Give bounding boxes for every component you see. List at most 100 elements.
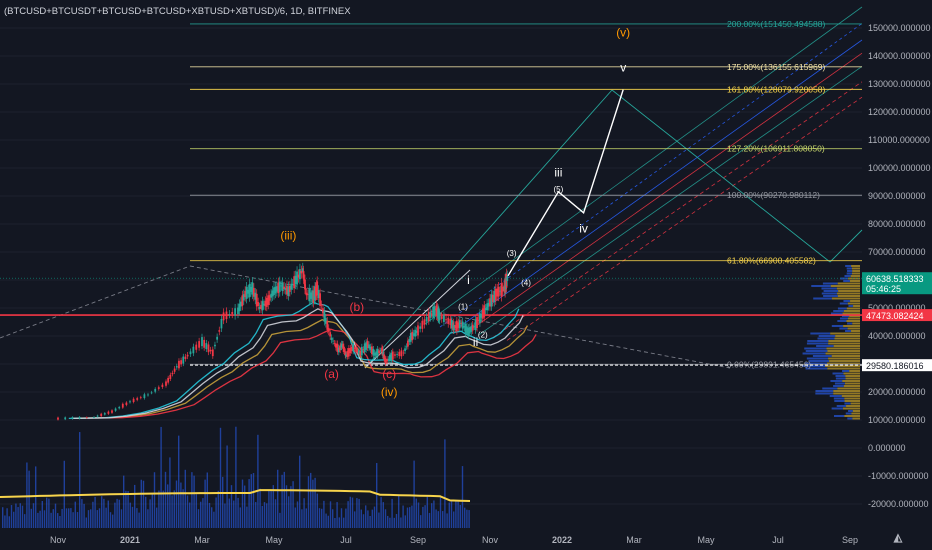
volume-profile-bar: [845, 377, 860, 380]
volume-bar: [85, 517, 87, 528]
candle-body: [375, 351, 378, 356]
volume-bar: [145, 496, 147, 528]
volume-bar: [261, 505, 263, 528]
fib-level-label: 61.80%(66900.405582): [727, 256, 816, 266]
volume-profile-bar: [850, 300, 860, 302]
wave-label: (iii): [280, 228, 296, 242]
volume-bar: [354, 511, 356, 528]
volume-profile-bar: [844, 382, 860, 385]
candle-body: [57, 417, 59, 420]
x-tick-label: Sep: [842, 535, 858, 545]
current-price-tag: 60638.518333: [866, 274, 924, 284]
candle-body: [362, 349, 365, 351]
volume-bar: [433, 500, 435, 528]
volume-bar: [191, 472, 193, 528]
wave-label: ii: [473, 335, 478, 349]
trend-line: [0, 265, 191, 339]
volume-bar: [290, 486, 292, 528]
volume-bar: [129, 502, 131, 528]
candle-body: [322, 308, 324, 314]
volume-bar: [211, 507, 213, 528]
channel-line: [454, 39, 863, 331]
volume-profile-bar: [833, 345, 860, 347]
candle-body: [309, 292, 312, 299]
volume-profile-bar: [851, 412, 860, 415]
candle-body: [407, 340, 409, 347]
volume-profile-bar: [835, 335, 860, 337]
volume-bar: [134, 484, 136, 528]
volume-profile-bar: [804, 347, 827, 350]
volume-profile-bar: [825, 352, 860, 355]
volume-bar: [26, 462, 28, 528]
candle-body: [173, 368, 176, 372]
volume-profile-bar: [830, 312, 843, 315]
moving-average-line: [86, 328, 537, 419]
volume-bar: [257, 434, 259, 528]
volume-bar: [268, 490, 270, 528]
volume-bar: [250, 474, 252, 528]
volume-bar: [2, 507, 4, 528]
candle-body: [225, 311, 228, 320]
candle-body: [195, 344, 198, 350]
volume-bar: [202, 498, 204, 528]
candle-body: [414, 329, 417, 337]
candle-body: [390, 352, 393, 361]
candle-body: [323, 311, 326, 322]
volume-bar: [92, 501, 94, 528]
candle-body: [157, 387, 160, 389]
volume-profile-bar: [845, 330, 852, 332]
volume-bar: [32, 503, 35, 528]
volume-bar: [21, 505, 24, 528]
volume-bar: [367, 510, 369, 528]
candle-body: [132, 398, 135, 403]
volume-bar: [453, 511, 455, 528]
candle-body: [222, 312, 225, 321]
tradingview-icon[interactable]: ◭: [893, 532, 903, 544]
candle-body: [244, 290, 247, 298]
volume-profile-bar: [831, 297, 860, 300]
candle-body: [355, 346, 357, 353]
volume-bar: [439, 497, 442, 528]
candle-body: [376, 348, 379, 357]
volume-profile-bar: [843, 310, 860, 312]
candle-body: [305, 292, 308, 296]
volume-profile-bar: [839, 327, 848, 330]
volume-bar: [376, 463, 378, 528]
candle-body: [261, 301, 264, 311]
volume-profile-bar: [833, 385, 844, 387]
candle-body: [326, 320, 329, 330]
volume-bar: [371, 509, 373, 528]
volume-bar: [109, 512, 112, 528]
candle-body: [316, 281, 319, 296]
volume-profile-bar: [846, 272, 852, 275]
candle-body: [500, 283, 503, 298]
candle-body: [257, 302, 260, 307]
candle-body: [497, 286, 500, 297]
volume-profile-bar: [843, 385, 860, 387]
volume-bar: [378, 512, 380, 528]
volume-bar: [459, 504, 461, 528]
current-price-tag-bg: [862, 272, 932, 295]
volume-bar: [54, 503, 57, 528]
candle-body: [154, 388, 157, 392]
candle-body: [347, 348, 350, 357]
candle-body: [306, 294, 309, 295]
candle-body: [349, 348, 352, 354]
channel-line: [829, 229, 863, 263]
candle-body: [372, 348, 375, 356]
channel-line: [439, 23, 863, 328]
volume-bar: [94, 496, 96, 528]
volume-profile-bar: [847, 270, 853, 272]
candle-body: [378, 350, 381, 353]
candle-body: [327, 327, 330, 332]
volume-bar: [299, 455, 301, 528]
candle-body: [308, 289, 311, 302]
candle-body: [333, 343, 336, 344]
candle-body: [111, 410, 113, 413]
volume-profile-bar: [829, 360, 860, 362]
candle-body: [263, 303, 265, 306]
fib-level-label: 0.00%(29891.465456): [727, 359, 811, 369]
candle-body: [167, 377, 170, 383]
volume-profile-bar: [852, 270, 860, 272]
candle-body: [408, 339, 411, 342]
